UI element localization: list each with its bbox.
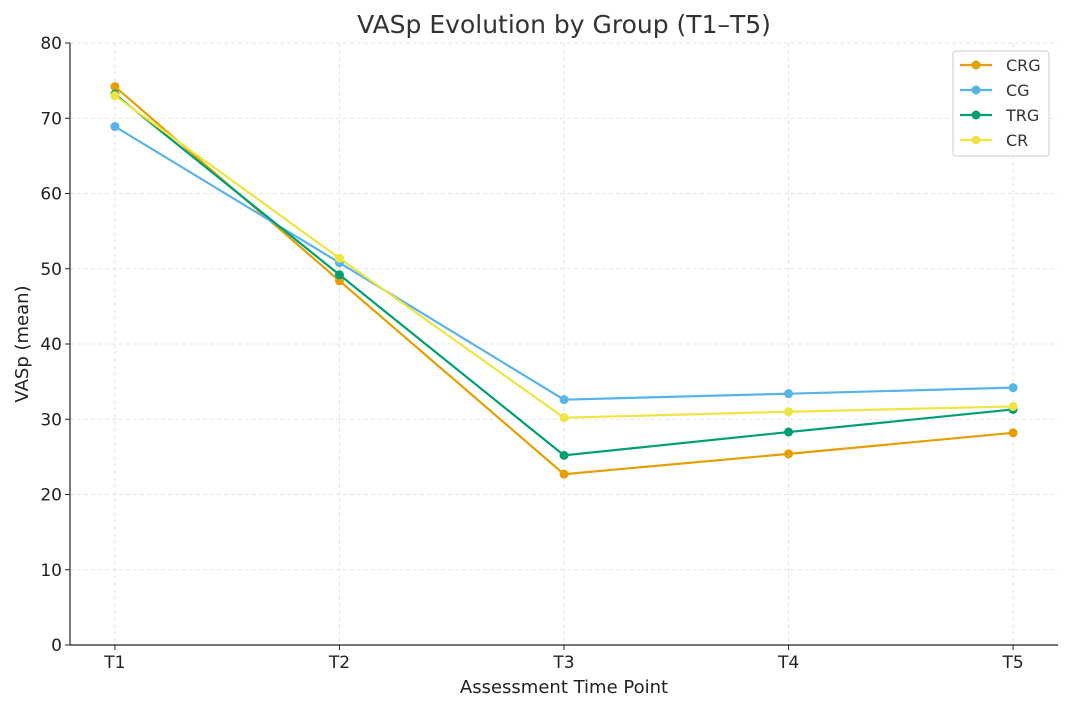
y-tick-label: 0 xyxy=(51,636,62,656)
legend-label: CG xyxy=(1006,81,1030,100)
x-tick-label: T2 xyxy=(328,653,350,673)
x-tick-label: T3 xyxy=(552,653,574,673)
data-point xyxy=(334,253,344,263)
data-point xyxy=(1008,428,1018,438)
y-tick-label: 30 xyxy=(40,410,62,430)
y-tick-label: 60 xyxy=(40,185,62,205)
legend-marker xyxy=(971,135,981,145)
data-point xyxy=(784,389,794,399)
chart-title: VASp Evolution by Group (T1–T5) xyxy=(357,10,771,39)
x-tick-label: T1 xyxy=(103,653,125,673)
x-axis-label: Assessment Time Point xyxy=(460,677,668,698)
data-point xyxy=(559,450,569,460)
series-cr xyxy=(110,91,1018,423)
legend-label: TRG xyxy=(1005,106,1039,125)
data-point xyxy=(784,449,794,459)
legend-marker xyxy=(971,60,981,70)
legend-label: CR xyxy=(1006,131,1028,150)
data-point xyxy=(784,427,794,437)
data-point xyxy=(110,82,120,92)
y-axis-label: VASp (mean) xyxy=(12,285,33,402)
legend-box xyxy=(952,50,1050,157)
data-point xyxy=(784,407,794,417)
data-point xyxy=(1008,401,1018,411)
legend-label: CRG xyxy=(1006,56,1041,75)
x-tick-label: T4 xyxy=(777,653,799,673)
legend-marker xyxy=(971,110,981,120)
y-tick-label: 40 xyxy=(40,335,62,355)
data-point xyxy=(334,270,344,280)
data-point xyxy=(1008,383,1018,393)
data-point xyxy=(559,469,569,479)
y-tick-label: 20 xyxy=(40,486,62,506)
data-point xyxy=(559,395,569,405)
data-point xyxy=(110,91,120,101)
legend-marker xyxy=(971,85,981,95)
y-tick-label: 80 xyxy=(40,34,62,54)
y-tick-label: 70 xyxy=(40,109,62,129)
y-tick-label: 50 xyxy=(40,260,62,280)
x-tick-label: T5 xyxy=(1001,653,1023,673)
data-point xyxy=(559,413,569,423)
y-tick-label: 10 xyxy=(40,561,62,581)
data-point xyxy=(110,122,120,132)
